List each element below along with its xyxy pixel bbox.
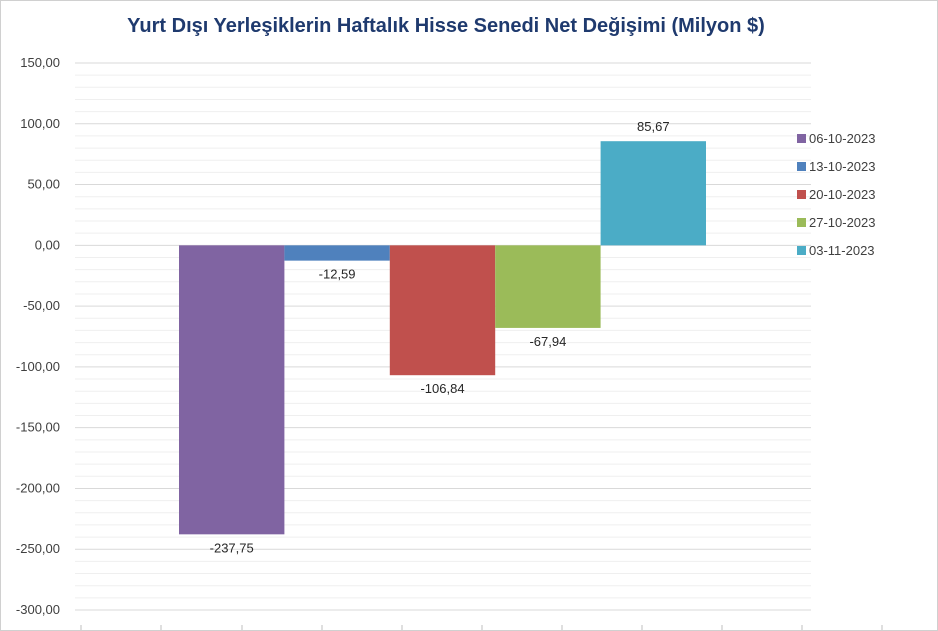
legend-swatch: [797, 218, 806, 227]
y-tick-label: -200,00: [16, 480, 60, 495]
bar: [389, 245, 496, 376]
legend-label: 13-10-2023: [809, 159, 876, 174]
data-label: -67,94: [529, 334, 566, 349]
bar: [600, 141, 706, 246]
bars: [179, 141, 706, 535]
data-labels: -237,75 -12,59 -106,84 -67,94 85,67: [210, 119, 670, 555]
legend-swatch: [797, 134, 806, 143]
y-tick-label: -50,00: [23, 298, 60, 313]
y-axis: 150,00 100,00 50,00 0,00 -50,00 -100,00 -150,0…: [16, 55, 883, 630]
y-tick-label: -100,00: [16, 359, 60, 374]
data-label: -237,75: [210, 540, 254, 555]
bar: [495, 245, 601, 328]
legend-label: 27-10-2023: [809, 215, 876, 230]
y-tick-label: 50,00: [27, 177, 60, 192]
y-tick-label: 100,00: [20, 116, 60, 131]
y-tick-label: 0,00: [35, 237, 60, 252]
legend-label: 06-10-2023: [809, 131, 876, 146]
data-label: 85,67: [637, 119, 670, 134]
legend-swatch: [797, 246, 806, 255]
y-tick-label: -300,00: [16, 602, 60, 617]
data-label: -106,84: [420, 381, 464, 396]
y-tick-label: -150,00: [16, 420, 60, 435]
chart-title: Yurt Dışı Yerleşiklerin Haftalık Hisse S…: [127, 15, 765, 37]
bar: [179, 245, 285, 535]
legend: 06-10-2023 13-10-2023 20-10-2023 27-10-2023…: [797, 131, 876, 258]
legend-label: 03-11-2023: [809, 243, 875, 258]
legend-swatch: [797, 190, 806, 199]
legend-label: 20-10-2023: [809, 187, 876, 202]
data-label: -12,59: [319, 267, 356, 282]
y-tick-label: 150,00: [20, 55, 60, 70]
bar: [284, 245, 390, 261]
y-tick-label: -250,00: [16, 541, 60, 556]
legend-swatch: [797, 162, 806, 171]
